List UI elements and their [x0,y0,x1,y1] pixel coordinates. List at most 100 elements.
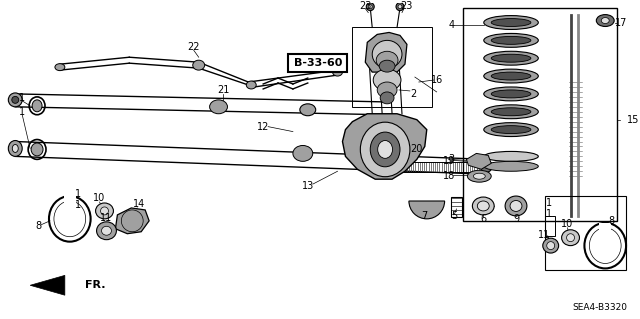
Ellipse shape [102,226,111,235]
Ellipse shape [376,51,398,69]
Ellipse shape [55,64,65,70]
Text: 13: 13 [301,181,314,191]
Text: 8: 8 [35,221,41,231]
Ellipse shape [293,145,313,161]
Polygon shape [365,33,407,72]
Text: 8: 8 [608,216,614,226]
Ellipse shape [547,242,555,249]
Ellipse shape [474,173,485,179]
Ellipse shape [484,51,538,65]
Ellipse shape [398,5,402,9]
Ellipse shape [484,69,538,83]
Ellipse shape [484,152,538,161]
Text: FR.: FR. [84,280,105,290]
Ellipse shape [492,108,531,116]
Text: 11: 11 [100,213,113,223]
Ellipse shape [97,222,116,240]
Ellipse shape [366,3,374,11]
Ellipse shape [12,145,18,152]
Text: 20: 20 [411,145,423,154]
Ellipse shape [378,140,392,158]
Text: 16: 16 [431,75,443,85]
Ellipse shape [480,160,492,172]
Text: 10: 10 [561,219,573,229]
Ellipse shape [562,230,579,246]
Ellipse shape [467,170,492,182]
Ellipse shape [505,196,527,216]
Text: 14: 14 [133,199,145,209]
Ellipse shape [566,234,575,242]
Text: 12: 12 [257,122,269,132]
Ellipse shape [396,3,404,11]
Text: 1: 1 [546,209,552,219]
Ellipse shape [12,96,19,103]
Ellipse shape [379,60,395,72]
Ellipse shape [100,207,108,215]
Bar [288,54,348,72]
Text: 5: 5 [451,211,458,221]
Ellipse shape [510,201,522,211]
Ellipse shape [484,123,538,137]
Ellipse shape [8,93,22,107]
Ellipse shape [492,72,531,80]
Bar [64,195,76,203]
Ellipse shape [477,201,489,211]
Text: 11: 11 [538,230,550,240]
Ellipse shape [333,68,342,76]
Ellipse shape [193,60,205,70]
Ellipse shape [360,122,410,177]
Ellipse shape [31,143,43,156]
Ellipse shape [371,132,400,167]
Text: 1: 1 [75,189,81,199]
Text: 1: 1 [19,107,25,117]
Ellipse shape [492,19,531,26]
Bar [463,8,617,221]
Ellipse shape [602,18,609,24]
Text: 1: 1 [546,198,552,208]
Polygon shape [30,275,65,295]
Text: 19: 19 [444,156,456,166]
Text: 4: 4 [449,19,454,29]
Ellipse shape [246,81,256,89]
Ellipse shape [484,87,538,101]
Bar [353,27,432,107]
Ellipse shape [380,92,394,104]
Text: 18: 18 [444,171,456,181]
Ellipse shape [368,5,372,9]
Polygon shape [467,153,492,169]
Ellipse shape [596,15,614,26]
Ellipse shape [484,33,538,47]
Wedge shape [409,201,445,219]
Polygon shape [115,208,149,234]
Text: 10: 10 [93,193,106,203]
Text: 1: 1 [19,93,25,103]
Text: SEA4-B3320: SEA4-B3320 [572,303,627,312]
Ellipse shape [484,105,538,119]
Text: 17: 17 [615,18,627,27]
Ellipse shape [492,126,531,134]
Text: 2: 2 [410,89,416,99]
Text: 21: 21 [218,85,230,95]
Bar [451,197,463,217]
Ellipse shape [492,36,531,44]
Text: 15: 15 [627,115,639,125]
Text: 22: 22 [188,42,200,52]
Polygon shape [342,114,427,179]
Text: 23: 23 [401,1,413,11]
Ellipse shape [543,238,559,253]
Ellipse shape [95,203,113,219]
Text: 23: 23 [359,1,371,11]
Ellipse shape [492,54,531,62]
Text: B-33-60: B-33-60 [294,58,342,68]
Ellipse shape [210,100,227,114]
Text: 9: 9 [513,214,519,224]
Text: 7: 7 [422,211,428,221]
Ellipse shape [484,16,538,29]
Bar [545,216,555,236]
Bar [599,223,611,231]
Ellipse shape [484,161,538,171]
Ellipse shape [8,140,22,156]
Ellipse shape [472,197,494,215]
Ellipse shape [373,69,401,91]
Ellipse shape [377,82,397,98]
